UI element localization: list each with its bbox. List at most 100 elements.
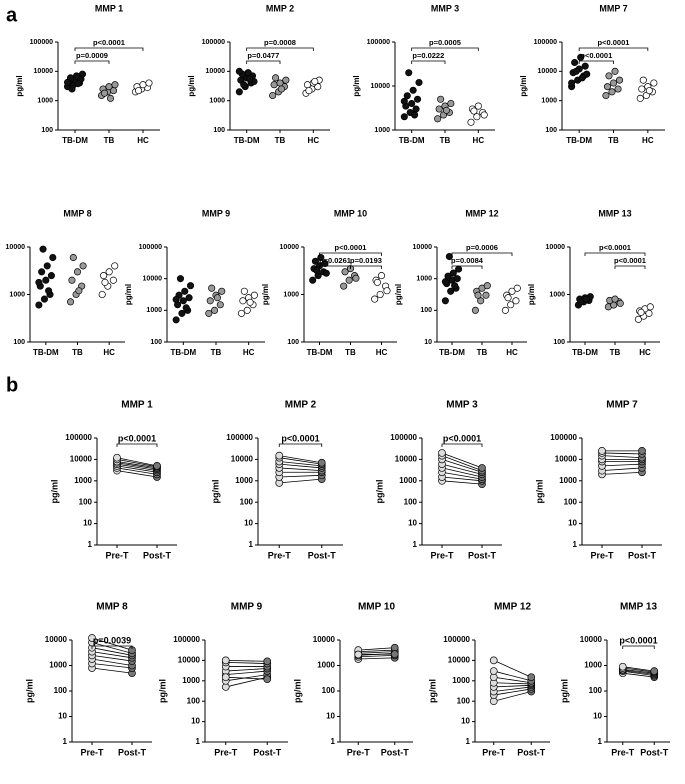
data-point	[172, 295, 180, 304]
data-point	[276, 79, 284, 87]
data-point	[583, 70, 591, 78]
data-point	[408, 99, 416, 108]
y-tick-label: 10	[58, 712, 67, 721]
data-point	[504, 294, 512, 302]
data-point	[240, 81, 248, 89]
x-tick-label: Post-T	[517, 747, 546, 757]
data-point	[35, 278, 43, 286]
y-tick-label: 1000	[374, 127, 390, 134]
y-tick-label: 100000	[30, 39, 53, 46]
x-tick-label: Pre-T	[80, 747, 104, 757]
data-point	[237, 309, 246, 317]
data-point	[98, 290, 106, 299]
significance-bracket	[411, 60, 446, 64]
x-tick-label: TB	[72, 348, 83, 357]
y-tick-label: 100	[13, 339, 25, 346]
y-tick-label: 100000	[367, 39, 390, 46]
data-point	[376, 290, 384, 299]
data-point	[371, 295, 379, 303]
data-point	[578, 74, 586, 82]
data-point	[598, 447, 606, 455]
x-tick-label: TB-DM	[33, 348, 59, 357]
data-point	[240, 287, 248, 295]
x-tick-label: HC	[642, 136, 654, 145]
pair-line	[91, 637, 133, 651]
y-tick-label: 100	[187, 696, 201, 705]
x-tick-label: Post-T	[308, 550, 337, 560]
data-point	[235, 67, 243, 75]
pair-line	[279, 467, 322, 471]
significance-bracket	[278, 443, 323, 447]
data-point	[205, 309, 213, 317]
y-tick-label: 100	[213, 127, 225, 134]
p-value: p<0.0001	[619, 635, 657, 645]
data-point	[373, 278, 381, 286]
data-point	[474, 291, 482, 299]
panel-label: b	[6, 374, 18, 396]
y-tick-label: 1	[88, 540, 93, 549]
pair-line	[225, 668, 268, 672]
y-tick-label: 100	[287, 339, 299, 346]
y-tick-label: 10000	[45, 635, 68, 644]
p-value: p<0.0001	[580, 51, 612, 60]
data-point	[352, 274, 360, 282]
y-tick-label: 100	[240, 497, 254, 506]
data-point	[39, 245, 47, 253]
data-point	[263, 675, 272, 684]
y-axis-label: pg/ml	[157, 679, 167, 703]
y-tick-label: 1	[466, 737, 471, 746]
data-point	[78, 70, 87, 78]
pair-line	[116, 462, 158, 470]
data-point	[208, 284, 216, 292]
chart-title: MMP 8	[63, 208, 91, 218]
x-tick-label: TB-DM	[307, 348, 333, 357]
pair-line	[441, 480, 483, 485]
data-point	[603, 83, 612, 91]
data-point	[646, 303, 654, 311]
data-point	[489, 656, 498, 665]
y-tick-label: 100	[589, 686, 603, 695]
x-tick-label: HC	[103, 348, 115, 357]
data-point	[527, 673, 536, 682]
pair-line	[225, 676, 268, 680]
p-value: p<0.0001	[93, 38, 125, 47]
data-point	[434, 115, 442, 123]
x-tick-label: TB-DM	[572, 348, 598, 357]
chart-title: MMP 7	[599, 3, 627, 13]
x-tick-label: TB-DM	[566, 136, 592, 145]
data-point	[383, 287, 391, 295]
chart-title: MMP 1	[121, 400, 153, 411]
data-point	[405, 69, 413, 77]
y-tick-label: 1000	[549, 291, 565, 298]
pair-line	[622, 666, 655, 672]
y-tick-label: 1	[249, 540, 254, 549]
data-point	[568, 79, 576, 87]
data-point	[437, 95, 445, 103]
significance-bracket	[614, 265, 646, 269]
data-point	[35, 301, 43, 309]
data-point	[615, 76, 624, 84]
data-point	[467, 118, 475, 126]
data-point	[88, 634, 96, 642]
data-point	[480, 111, 488, 119]
y-tick-label: 1	[63, 737, 68, 746]
data-point	[582, 295, 590, 303]
p-value: p=0.0006	[466, 243, 498, 252]
p-value: p<0.0001	[281, 433, 319, 443]
y-tick-label: 1000	[416, 276, 432, 283]
pair-line	[279, 478, 322, 484]
y-tick-label: 100	[150, 339, 162, 346]
data-point	[638, 85, 646, 93]
data-point	[244, 69, 252, 77]
y-tick-label: 10000	[6, 244, 26, 251]
y-tick-label: 10000	[546, 244, 566, 251]
data-point	[605, 72, 613, 80]
data-point	[181, 287, 189, 295]
data-point	[269, 91, 277, 100]
data-point	[73, 268, 82, 276]
data-point	[442, 106, 451, 114]
pair-line	[601, 467, 643, 471]
pair-line	[279, 474, 322, 478]
p-value: p=0.0222	[412, 51, 444, 60]
data-point	[340, 282, 348, 290]
